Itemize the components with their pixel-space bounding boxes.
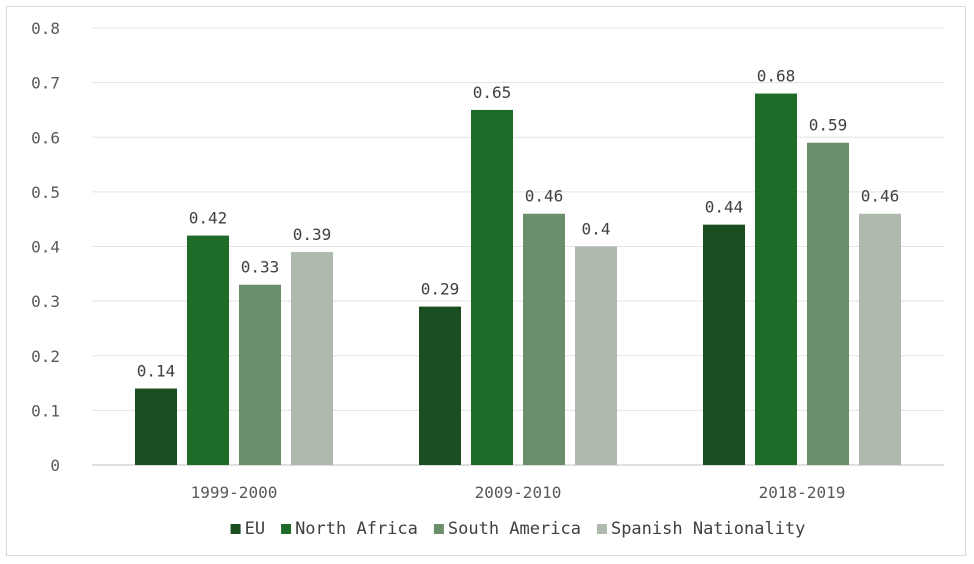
bar-spanish-nationality (575, 246, 617, 465)
data-label: 0.44 (705, 198, 744, 217)
bar-south-america (807, 142, 849, 465)
y-tick-label: 0.3 (31, 292, 60, 311)
bar-north-africa (187, 235, 229, 465)
y-tick-label: 0.6 (31, 128, 60, 147)
data-label: 0.59 (809, 116, 848, 135)
y-tick-label: 0.8 (31, 19, 60, 38)
x-tick-label: 2018-2019 (759, 483, 846, 502)
data-label: 0.39 (293, 225, 332, 244)
legend-label: Spanish Nationality (611, 519, 805, 539)
legend-swatch-spanish-nationality (596, 524, 607, 534)
y-tick-label: 0.4 (31, 238, 60, 257)
data-label: 0.68 (757, 67, 796, 86)
data-label: 0.65 (473, 83, 512, 102)
y-tick-label: 0.2 (31, 347, 60, 366)
legend-label: North Africa (295, 519, 418, 539)
data-label: 0.33 (241, 258, 280, 277)
legend-label: EU (245, 519, 265, 539)
data-label: 0.29 (421, 280, 460, 299)
bar-eu (419, 306, 461, 465)
x-tick-label: 2009-2010 (475, 483, 562, 502)
legend-swatch-north-africa (281, 524, 292, 534)
y-tick-label: 0 (50, 456, 60, 475)
data-label: 0.46 (861, 187, 900, 206)
legend-swatch-eu (230, 524, 241, 534)
bar-south-america (239, 284, 281, 465)
bar-spanish-nationality (859, 213, 901, 465)
legend-label: South America (448, 519, 581, 539)
bar-eu (135, 388, 177, 465)
y-tick-label: 0.5 (31, 183, 60, 202)
y-tick-label: 0.7 (31, 74, 60, 93)
data-label: 0.4 (582, 220, 611, 239)
bar-spanish-nationality (291, 251, 333, 465)
bar-north-africa (755, 93, 797, 466)
bar-south-america (523, 213, 565, 465)
legend-swatch-south-america (433, 524, 444, 534)
x-tick-label: 1999-2000 (191, 483, 278, 502)
data-label: 0.14 (137, 362, 176, 381)
bar-eu (703, 224, 745, 465)
data-label: 0.46 (525, 187, 564, 206)
y-tick-label: 0.1 (31, 401, 60, 420)
bar-north-africa (471, 109, 513, 465)
data-label: 0.42 (189, 209, 228, 228)
